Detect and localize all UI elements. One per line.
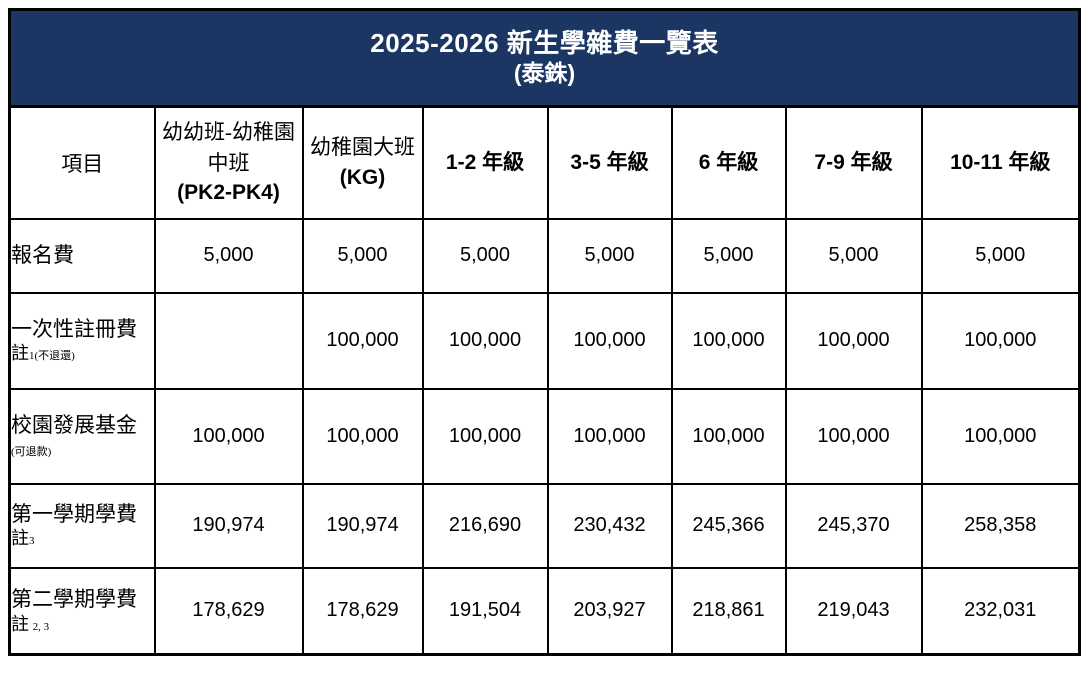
table-row-second-semester-tuition: 第二學期學費 註 2, 3 178,629 178,629 191,504 20… [8, 566, 1081, 656]
fee-cell: 100,000 [670, 387, 787, 485]
fee-cell: 100,000 [421, 387, 549, 485]
fee-cell: 190,974 [153, 482, 304, 569]
fee-cell: 245,366 [670, 482, 787, 569]
title-line-1: 2025-2026 新生學雜費一覽表 [370, 27, 719, 58]
column-header-main: 6 年級 [698, 150, 759, 174]
fee-cell [153, 291, 304, 390]
header-row: 項目 幼幼班-幼稚園中班 (PK2-PK4) 幼稚園大班 (KG) 1-2 年級… [8, 105, 1081, 220]
column-header-pk2-pk4: 幼幼班-幼稚園中班 (PK2-PK4) [153, 105, 304, 220]
table-row-development-fund: 校園發展基金 (可退款) 100,000 100,000 100,000 100… [8, 387, 1081, 485]
table-row-registration-fee: 一次性註冊費 註1(不退還) 100,000 100,000 100,000 1… [8, 291, 1081, 390]
table-row-application-fee: 報名費 5,000 5,000 5,000 5,000 5,000 5,000 … [8, 217, 1081, 294]
column-header-grade-6: 6 年級 [670, 105, 787, 220]
fee-cell: 203,927 [546, 566, 673, 656]
column-header-main: 幼幼班-幼稚園中班 [162, 120, 295, 175]
fee-cell: 100,000 [153, 387, 304, 485]
note-small: 3 [29, 535, 35, 548]
column-header-main: 幼稚園大班 [310, 135, 415, 160]
column-header-main: 10-11 年級 [950, 150, 1051, 174]
row-label: 一次性註冊費 註1(不退還) [8, 291, 156, 390]
fee-cell: 100,000 [546, 291, 673, 390]
note-small: 2, 3 [32, 620, 50, 633]
row-label: 報名費 [8, 217, 156, 294]
column-header-sub: (KG) [339, 165, 386, 189]
note-small: 1(不退還) [29, 350, 75, 363]
note-prefix: 註 [11, 343, 30, 364]
fee-cell: 190,974 [301, 482, 424, 569]
fee-cell: 258,358 [920, 482, 1081, 569]
fee-cell: 232,031 [920, 566, 1081, 656]
row-label: 校園發展基金 (可退款) [8, 387, 156, 485]
column-header-grade-10-11: 10-11 年級 [920, 105, 1081, 220]
title-line-2: (泰銖) [513, 60, 576, 87]
row-label-note: (可退款) [11, 439, 153, 461]
row-label-text: 校園發展基金 [11, 412, 138, 437]
row-label-text: 一次性註冊費 [11, 317, 138, 342]
fee-cell: 100,000 [784, 291, 923, 390]
fee-cell: 178,629 [153, 566, 304, 656]
column-header-grade-1-2: 1-2 年級 [421, 105, 549, 220]
note-prefix: 註 [11, 528, 30, 549]
column-header-sub: (PK2-PK4) [177, 180, 280, 204]
title-row: 2025-2026 新生學雜費一覽表 (泰銖) [8, 8, 1081, 108]
fee-cell: 100,000 [301, 387, 424, 485]
item-header-label: 項目 [61, 151, 104, 176]
column-header-grade-3-5: 3-5 年級 [546, 105, 673, 220]
table-row-first-semester-tuition: 第一學期學費 註3 190,974 190,974 216,690 230,43… [8, 482, 1081, 569]
fee-cell: 216,690 [421, 482, 549, 569]
fee-cell: 100,000 [301, 291, 424, 390]
note-small: (可退款) [11, 445, 52, 458]
row-label-text: 第二學期學費 [11, 587, 138, 612]
fee-cell: 178,629 [301, 566, 424, 656]
fee-cell: 5,000 [670, 217, 787, 294]
column-header-kg: 幼稚園大班 (KG) [301, 105, 424, 220]
fee-cell: 100,000 [920, 387, 1081, 485]
fee-cell: 5,000 [421, 217, 549, 294]
column-header-main: 7-9 年級 [814, 150, 893, 174]
fee-cell: 5,000 [784, 217, 923, 294]
row-label-text: 第一學期學費 [11, 502, 138, 527]
table-title: 2025-2026 新生學雜費一覽表 (泰銖) [8, 8, 1081, 108]
fee-cell: 191,504 [421, 566, 549, 656]
fee-cell: 230,432 [546, 482, 673, 569]
row-label-text: 報名費 [11, 242, 75, 267]
fee-cell: 100,000 [546, 387, 673, 485]
fee-cell: 100,000 [670, 291, 787, 390]
column-header-grade-7-9: 7-9 年級 [784, 105, 923, 220]
fee-cell: 5,000 [546, 217, 673, 294]
fee-cell: 5,000 [301, 217, 424, 294]
row-label-note: 註 2, 3 [11, 613, 153, 636]
fee-cell: 219,043 [784, 566, 923, 656]
fee-table: 2025-2026 新生學雜費一覽表 (泰銖) 項目 幼幼班-幼稚園中班 (PK… [8, 8, 1082, 656]
row-label: 第二學期學費 註 2, 3 [8, 566, 156, 656]
fee-cell: 100,000 [920, 291, 1081, 390]
row-label-note: 註1(不退還) [11, 343, 153, 365]
column-header-main: 3-5 年級 [570, 150, 649, 174]
column-header-main: 1-2 年級 [445, 150, 525, 174]
fee-cell: 100,000 [784, 387, 923, 485]
row-label-note: 註3 [11, 528, 153, 550]
fee-cell: 5,000 [920, 217, 1081, 294]
row-label: 第一學期學費 註3 [8, 482, 156, 569]
column-header-item: 項目 [8, 105, 156, 220]
note-prefix: 註 [11, 613, 30, 634]
fee-cell: 218,861 [670, 566, 787, 656]
fee-cell: 245,370 [784, 482, 923, 569]
fee-cell: 100,000 [421, 291, 549, 390]
fee-cell: 5,000 [153, 217, 304, 294]
